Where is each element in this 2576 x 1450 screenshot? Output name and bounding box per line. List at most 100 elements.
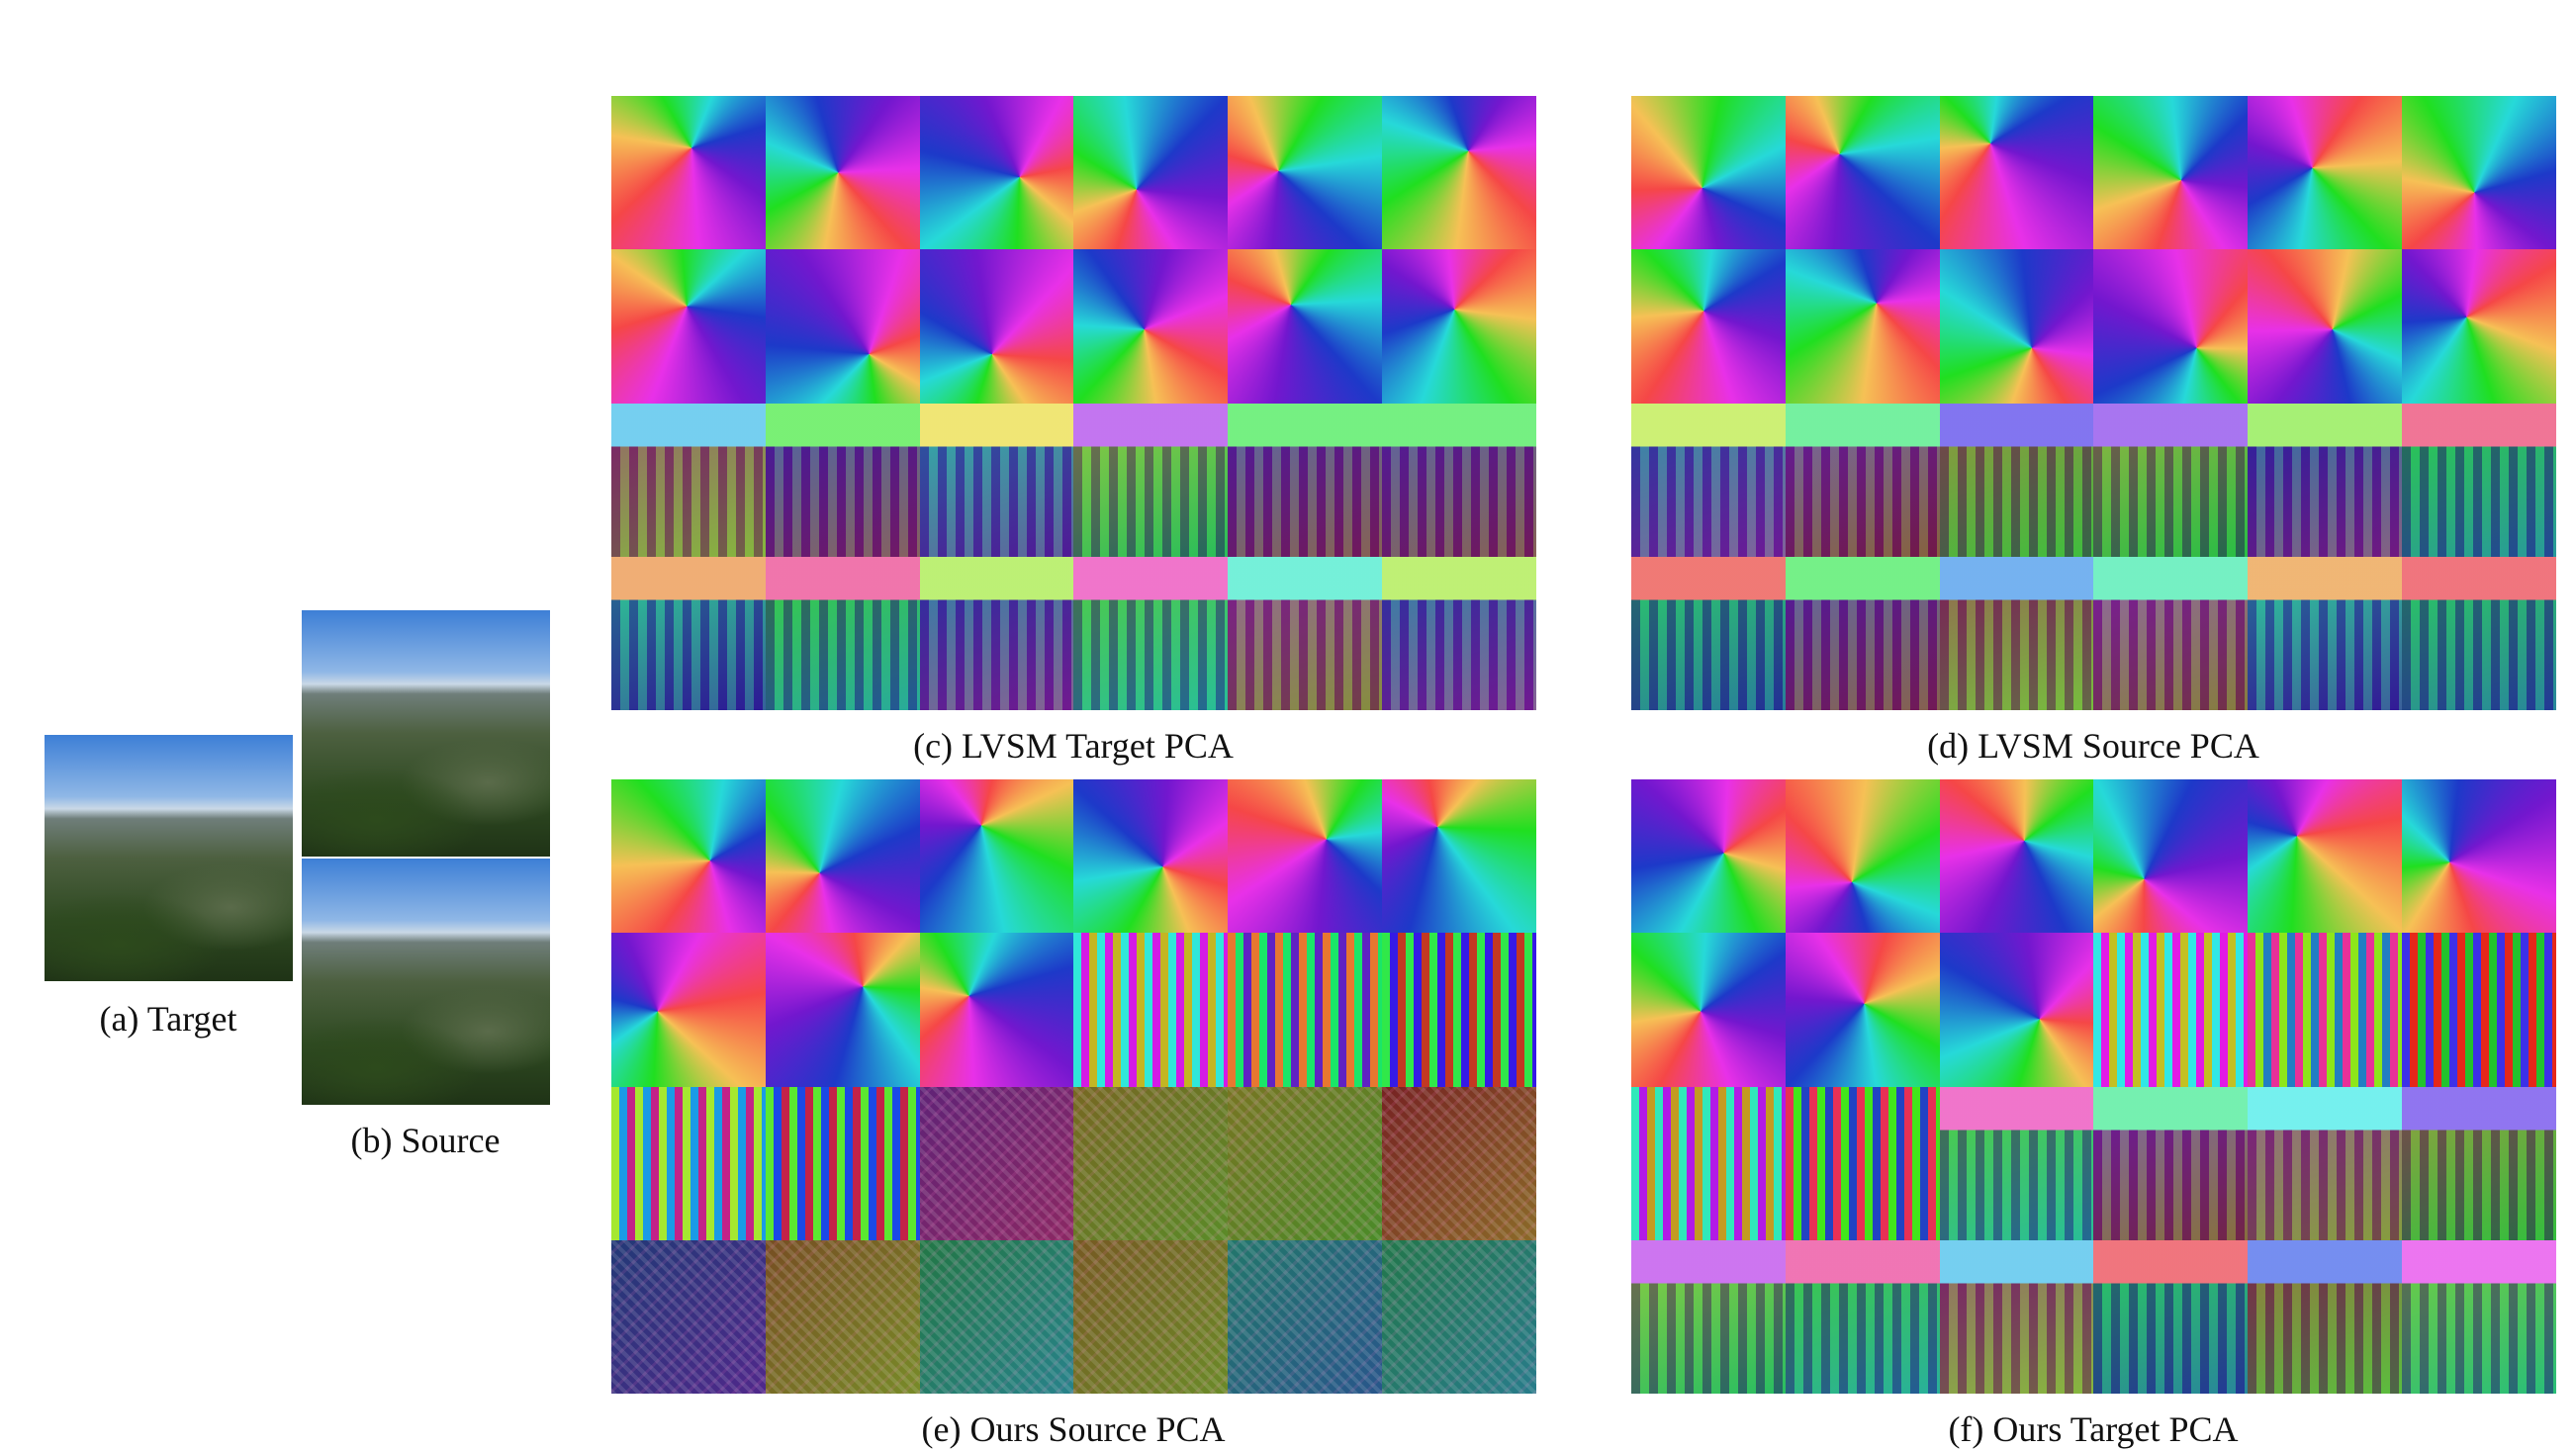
pca-tile (2402, 96, 2556, 250)
pca-tile (1382, 779, 1536, 934)
pca-tile (2402, 403, 2556, 557)
pca-tile (1228, 96, 1383, 250)
pca-tile (765, 249, 920, 404)
pca-tile (1785, 556, 1940, 710)
pca-tile (2093, 1239, 2249, 1394)
pca-tile (2402, 933, 2556, 1087)
pca-tile (2093, 1086, 2249, 1240)
pca-tile (1073, 933, 1229, 1087)
pca-tile (1785, 933, 1940, 1087)
pca-tile (1785, 779, 1940, 934)
pca-tile (1939, 403, 2094, 557)
pca-tile (919, 779, 1074, 934)
pca-tile (1073, 1086, 1229, 1240)
pca-tile (1785, 1239, 1940, 1394)
pca-tile (919, 403, 1074, 557)
pca-tile (2248, 1086, 2403, 1240)
pca-tile (1631, 403, 1786, 557)
pca-tile (611, 933, 766, 1087)
pca-tile (2248, 1239, 2403, 1394)
pca-tile (2248, 96, 2403, 250)
pca-tile (765, 933, 920, 1087)
pca-tile (1939, 96, 2094, 250)
pca-tile (1939, 1239, 2094, 1394)
pca-tile (2402, 1239, 2556, 1394)
pca-tile (1785, 1086, 1940, 1240)
pca-tile (1382, 403, 1536, 557)
pca-tile (2093, 933, 2249, 1087)
caption: (d) LVSM Source PCA (1927, 726, 2259, 766)
pca-tile (611, 779, 766, 934)
pca-tile (2248, 779, 2403, 934)
pca-tile (919, 1239, 1074, 1394)
source-photo (302, 610, 550, 857)
pca-tile (1631, 96, 1786, 250)
caption: (b) Source (350, 1121, 501, 1160)
pca-grid (611, 779, 1536, 1394)
pca-tile (1631, 556, 1786, 710)
pca-tile (765, 779, 920, 934)
pca-tile (2093, 556, 2249, 710)
pca-tile (1228, 933, 1383, 1087)
pca-tile (611, 403, 766, 557)
pca-tile (2248, 403, 2403, 557)
pca-tile (2093, 249, 2249, 404)
pca-tile (2248, 933, 2403, 1087)
pca-tile (1228, 249, 1383, 404)
pca-tile (1785, 96, 1940, 250)
pca-tile (2248, 556, 2403, 710)
pca-tile (765, 403, 920, 557)
target-photo (45, 735, 293, 981)
pca-tile (2248, 249, 2403, 404)
pca-tile (1228, 1239, 1383, 1394)
pca-tile (1631, 1239, 1786, 1394)
pca-tile (1785, 249, 1940, 404)
pca-tile (1785, 403, 1940, 557)
pca-tile (1228, 1086, 1383, 1240)
pca-tile (1939, 933, 2094, 1087)
pca-tile (1228, 779, 1383, 934)
caption: (e) Ours Source PCA (921, 1409, 1226, 1449)
caption: (f) Ours Target PCA (1948, 1409, 2239, 1449)
pca-tile (1228, 403, 1383, 557)
pca-tile (1382, 1086, 1536, 1240)
pca-tile (2402, 779, 2556, 934)
source-photo (302, 859, 550, 1105)
pca-tile (2093, 403, 2249, 557)
pca-tile (611, 556, 766, 710)
caption: (a) Target (99, 999, 237, 1039)
pca-tile (611, 96, 766, 250)
pca-tile (611, 1086, 766, 1240)
caption: (c) LVSM Target PCA (913, 726, 1234, 766)
pca-tile (1073, 556, 1229, 710)
pca-tile (765, 96, 920, 250)
pca-tile (1228, 556, 1383, 710)
pca-grid (1631, 96, 2556, 710)
pca-tile (2093, 779, 2249, 934)
pca-tile (1939, 556, 2094, 710)
pca-tile (2402, 1086, 2556, 1240)
pca-tile (1073, 96, 1229, 250)
pca-tile (1382, 1239, 1536, 1394)
pca-tile (1073, 403, 1229, 557)
pca-tile (1382, 96, 1536, 250)
pca-tile (2402, 556, 2556, 710)
pca-tile (919, 249, 1074, 404)
pca-grid (611, 96, 1536, 710)
pca-tile (2093, 96, 2249, 250)
pca-tile (765, 1239, 920, 1394)
pca-tile (1939, 779, 2094, 934)
pca-tile (919, 96, 1074, 250)
pca-tile (611, 249, 766, 404)
pca-tile (919, 1086, 1074, 1240)
pca-tile (611, 1239, 766, 1394)
pca-tile (1631, 933, 1786, 1087)
pca-grid (1631, 779, 2556, 1394)
pca-tile (1382, 556, 1536, 710)
pca-tile (765, 1086, 920, 1240)
pca-tile (1631, 249, 1786, 404)
pca-tile (1631, 779, 1786, 934)
pca-tile (1382, 249, 1536, 404)
pca-tile (1073, 249, 1229, 404)
